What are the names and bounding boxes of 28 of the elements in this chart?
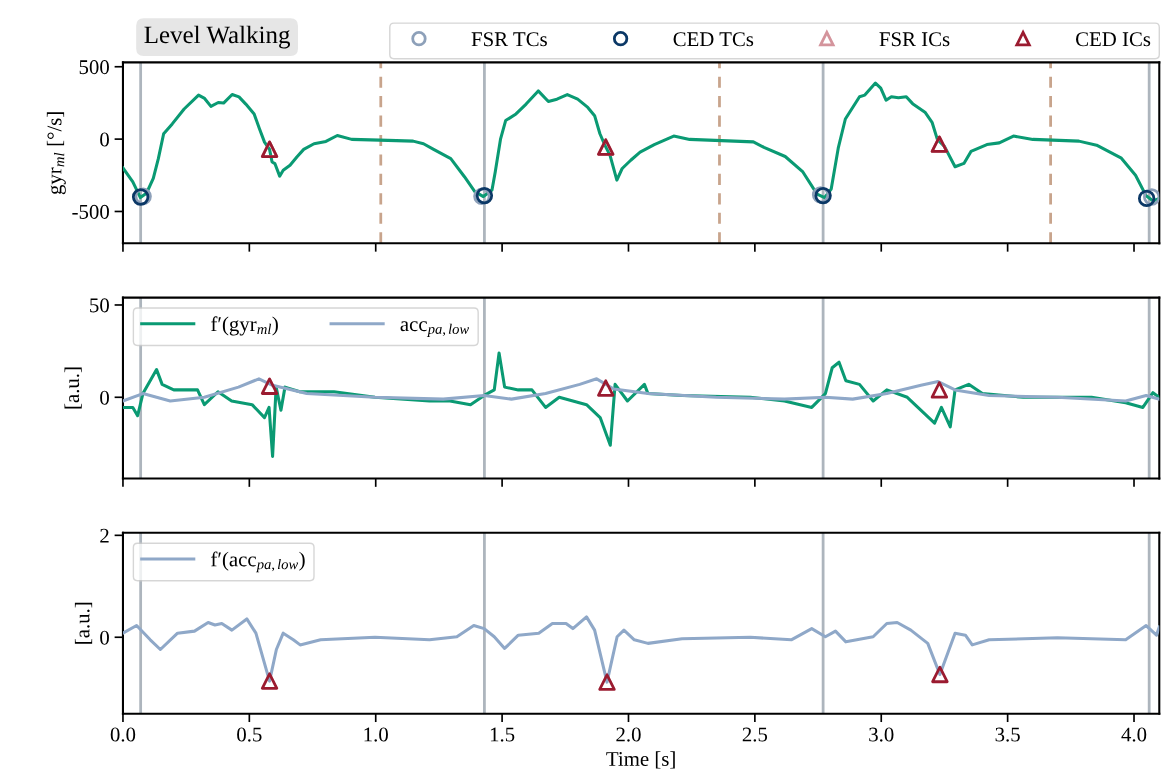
y-axis-title: [a.u.]	[74, 602, 93, 644]
y-tick-label: 0	[100, 390, 109, 405]
y-tick-label: 2	[100, 528, 109, 543]
y-tick-label: 0	[100, 132, 109, 147]
y-tick-label: -500	[72, 204, 109, 219]
chart-title: Level Walking	[144, 25, 291, 49]
legend-label: CED ICs	[1076, 32, 1151, 47]
legend-label: FSR TCs	[471, 32, 547, 47]
x-tick-label: 2.5	[742, 727, 768, 742]
y-axis-title: [a.u.]	[64, 367, 82, 409]
y-tick-label: 50	[90, 298, 109, 313]
y-tick-label: 500	[79, 60, 109, 75]
x-axis-title: Time [s]	[606, 751, 675, 769]
x-tick-label: 1.5	[490, 727, 515, 742]
legend-label: f′(acc$_{pa,low}$)	[211, 551, 305, 573]
x-tick-label: 4.0	[1121, 727, 1147, 742]
x-tick-label: 2.0	[616, 727, 641, 742]
x-tick-label: 1.0	[364, 727, 388, 742]
y-tick-label: 0	[100, 630, 109, 645]
x-tick-label: 0.5	[237, 727, 262, 742]
legend-label: acc$_{pa,low}$	[400, 321, 470, 337]
legend-label: FSR ICs	[879, 32, 950, 47]
x-tick-label: 0.0	[110, 727, 136, 742]
x-tick-label: 3.5	[995, 727, 1020, 742]
y-axis-title: gyr$_{ml}$ [°/s]	[46, 112, 66, 195]
legend-label: f′(gyr$_{ml}$)	[211, 316, 278, 336]
x-tick-label: 3.0	[869, 727, 894, 742]
legend-label: CED TCs	[673, 32, 754, 47]
